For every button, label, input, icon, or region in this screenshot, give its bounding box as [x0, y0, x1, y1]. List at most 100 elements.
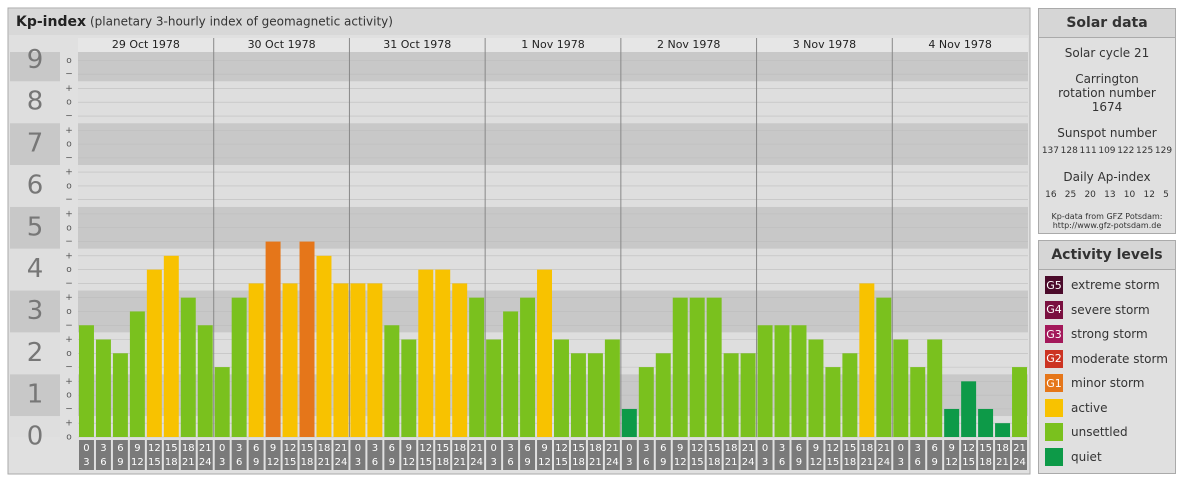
- band-label-bg: [10, 81, 60, 124]
- y-tick-label: 0: [27, 422, 44, 452]
- legend-item: G3 strong storm: [1039, 322, 1175, 347]
- x-tick-label: 9: [796, 457, 802, 468]
- minor-tick-label: o: [66, 140, 72, 150]
- x-tick-label: 18: [301, 457, 314, 468]
- minor-tick-label: −: [65, 279, 73, 289]
- ap-title: Daily Ap-index: [1063, 170, 1151, 184]
- legend-swatch: G5: [1045, 276, 1063, 295]
- x-tick-label: 0: [219, 443, 225, 454]
- minor-tick-label: −: [65, 70, 73, 80]
- x-tick-label: 3: [898, 457, 904, 468]
- sunspot-value: 122: [1117, 146, 1135, 156]
- legend-item: G5 extreme storm: [1039, 273, 1175, 298]
- x-tick-label: 12: [419, 443, 432, 454]
- hour-box: [740, 440, 756, 470]
- hour-box: [452, 440, 468, 470]
- bar: [570, 353, 586, 437]
- sunspot-title: Sunspot number: [1057, 126, 1157, 140]
- day-label: 29 Oct 1978: [112, 38, 180, 51]
- x-tick-label: 15: [436, 443, 449, 454]
- minor-tick-label: +: [65, 251, 73, 261]
- legend-title: Activity levels: [1039, 241, 1175, 270]
- legend-item: unsettled: [1039, 420, 1175, 445]
- x-tick-label: 15: [301, 443, 314, 454]
- band: [78, 52, 1028, 82]
- legend-code: G1: [1046, 376, 1062, 390]
- hour-box: [112, 440, 128, 470]
- hour-box: [401, 440, 417, 470]
- legend-swatch: [1045, 447, 1063, 466]
- bar: [299, 241, 315, 437]
- x-tick-label: 21: [199, 443, 212, 454]
- bar: [180, 297, 196, 437]
- x-tick-label: 3: [507, 443, 513, 454]
- panel-title: Solar data: [1039, 9, 1175, 38]
- hour-box: [503, 440, 519, 470]
- x-tick-label: 0: [898, 443, 904, 454]
- minor-tick-label: +: [65, 335, 73, 345]
- bar: [927, 339, 943, 437]
- x-tick-label: 6: [932, 443, 938, 454]
- bar: [486, 339, 502, 437]
- solar-panel: Solar data Solar cycle 21 Carrington rot…: [1038, 8, 1176, 234]
- legend-label: extreme storm: [1071, 278, 1160, 293]
- x-tick-label: 0: [762, 443, 768, 454]
- minor-tick-label: +: [65, 419, 73, 429]
- bar: [95, 339, 111, 437]
- minor-tick-label: o: [66, 56, 72, 66]
- bar: [672, 297, 688, 437]
- x-tick-label: 12: [945, 457, 958, 468]
- ap-value: 12: [1143, 190, 1155, 200]
- sunspot-row: 137 128 111 109 122 125 129: [1039, 146, 1175, 156]
- legend: G5 extreme storm G4 severe storm G3 strong st…: [1039, 270, 1175, 469]
- minor-tick-label: +: [65, 377, 73, 387]
- bar: [401, 339, 417, 437]
- minor-tick-label: +: [65, 168, 73, 178]
- hour-box: [706, 440, 722, 470]
- legend-item: G2 moderate storm: [1039, 347, 1175, 372]
- x-tick-label: 15: [148, 457, 161, 468]
- bar: [655, 353, 671, 437]
- hour-box: [367, 440, 383, 470]
- sunspot-value: 111: [1079, 146, 1097, 156]
- band-label-bg: [10, 416, 60, 437]
- minor-tick-label: o: [66, 391, 72, 401]
- x-tick-label: 18: [436, 457, 449, 468]
- sunspot-value: 129: [1154, 146, 1173, 156]
- hour-box: [570, 440, 586, 470]
- day-label: 31 Oct 1978: [383, 38, 451, 51]
- hour-box: [282, 440, 298, 470]
- x-tick-label: 6: [507, 457, 513, 468]
- x-tick-label: 18: [589, 443, 602, 454]
- day-label: 3 Nov 1978: [793, 38, 856, 51]
- band-label-bg: [10, 164, 60, 207]
- hour-box: [604, 440, 620, 470]
- legend-label: severe storm: [1071, 302, 1150, 317]
- hour-box: [316, 440, 332, 470]
- minor-tick-label: −: [65, 195, 73, 205]
- x-tick-label: 15: [419, 457, 432, 468]
- band-label-bg: [10, 52, 60, 82]
- sunspot-value: 137: [1041, 146, 1060, 156]
- legend-swatch: [1045, 398, 1063, 417]
- hour-box: [197, 440, 213, 470]
- x-tick-label: 9: [134, 443, 140, 454]
- hour-box: [248, 440, 264, 470]
- x-tick-label: 6: [372, 457, 378, 468]
- minor-tick-label: −: [65, 237, 73, 247]
- minor-tick-label: o: [66, 223, 72, 233]
- minor-tick-label: o: [66, 265, 72, 275]
- x-tick-label: 21: [860, 457, 873, 468]
- x-tick-label: 9: [117, 457, 123, 468]
- bar: [587, 353, 603, 437]
- minor-tick-label: o: [66, 98, 72, 108]
- x-tick-label: 15: [165, 443, 178, 454]
- x-tick-label: 3: [762, 457, 768, 468]
- x-tick-label: 18: [165, 457, 178, 468]
- minor-tick-label: +: [65, 293, 73, 303]
- band-label-bg: [10, 290, 60, 333]
- bar: [706, 297, 722, 437]
- legend-code: G5: [1046, 278, 1062, 292]
- hour-box: [299, 440, 315, 470]
- x-tick-label: 6: [796, 443, 802, 454]
